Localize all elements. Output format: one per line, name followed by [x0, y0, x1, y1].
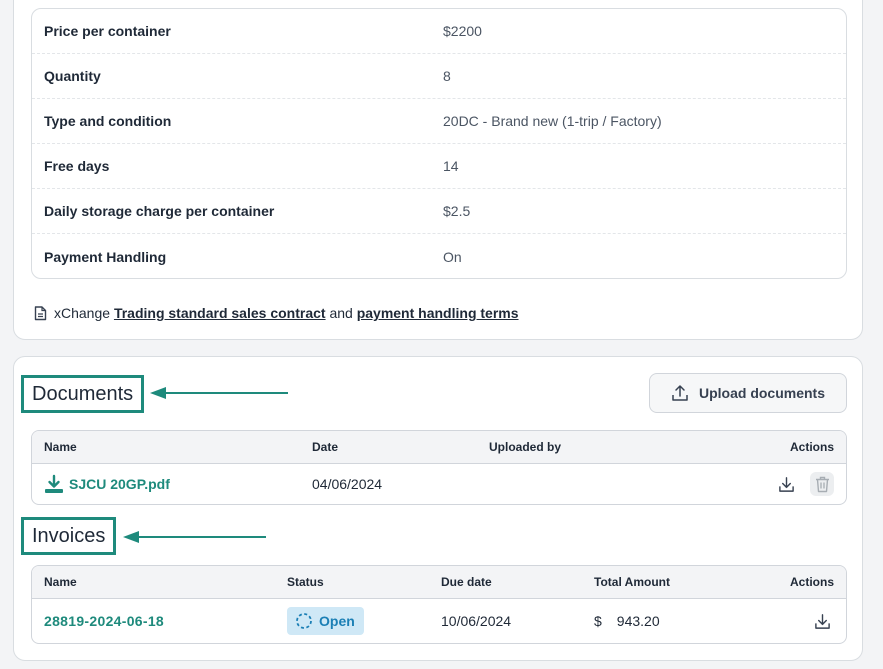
- detail-label: Type and condition: [44, 113, 172, 129]
- invoice-currency: $: [594, 613, 602, 629]
- col-actions: Actions: [789, 575, 834, 589]
- upload-documents-button[interactable]: Upload documents: [649, 373, 847, 413]
- trash-icon: [815, 476, 829, 492]
- invoice-link[interactable]: 28819-2024-06-18: [44, 613, 165, 629]
- detail-value: 8: [443, 68, 451, 84]
- documents-table: Name Date Uploaded by Actions SJCU 20GP.…: [31, 430, 847, 505]
- invoices-table-header: Name Status Due date Total Amount Action…: [32, 566, 846, 599]
- document-file-link[interactable]: SJCU 20GP.pdf: [44, 474, 170, 494]
- col-actions: Actions: [789, 440, 834, 454]
- detail-value: $2200: [443, 23, 482, 39]
- invoice-due-date: 10/06/2024: [441, 613, 512, 629]
- detail-value: 14: [443, 158, 459, 174]
- invoices-table: Name Status Due date Total Amount Action…: [31, 565, 847, 644]
- detail-label: Quantity: [44, 68, 101, 84]
- document-icon: [34, 305, 47, 321]
- detail-row-type: Type and condition 20DC - Brand new (1-t…: [32, 99, 846, 144]
- detail-row-free-days: Free days 14: [32, 144, 846, 189]
- arrow-left-icon: [123, 531, 266, 543]
- table-row: SJCU 20GP.pdf 04/06/2024: [32, 464, 846, 504]
- detail-row-quantity: Quantity 8: [32, 54, 846, 99]
- col-status: Status: [287, 575, 324, 589]
- detail-label: Free days: [44, 158, 110, 174]
- sales-contract-link[interactable]: Trading standard sales contract: [113, 305, 326, 321]
- detail-value: 20DC - Brand new (1-trip / Factory): [443, 113, 662, 129]
- col-total-amount: Total Amount: [594, 575, 670, 589]
- detail-row-storage-charge: Daily storage charge per container $2.5: [32, 189, 846, 234]
- order-details-table: Price per container $2200 Quantity 8 Typ…: [31, 8, 847, 279]
- col-name: Name: [44, 440, 77, 454]
- table-row: 28819-2024-06-18 Open 10/06/2024 $ 943.2…: [32, 599, 846, 643]
- detail-label: Price per container: [44, 23, 171, 39]
- download-invoice-button[interactable]: [810, 609, 834, 633]
- detail-label: Daily storage charge per container: [44, 203, 275, 219]
- document-date: 04/06/2024: [312, 476, 383, 492]
- arrow-left-icon: [150, 387, 288, 399]
- document-file-name: SJCU 20GP.pdf: [69, 476, 170, 492]
- detail-row-payment-handling: Payment Handling On: [32, 234, 846, 278]
- detail-row-price: Price per container $2200: [32, 9, 846, 54]
- download-icon: [814, 613, 830, 629]
- col-date: Date: [312, 440, 339, 454]
- file-download-icon: [45, 474, 63, 493]
- contract-terms: xChange Trading standard sales contract …: [34, 305, 519, 321]
- download-document-button[interactable]: [774, 472, 798, 496]
- detail-value: $2.5: [443, 203, 471, 219]
- documents-table-header: Name Date Uploaded by Actions: [32, 431, 846, 464]
- invoices-heading: Invoices: [21, 517, 117, 555]
- status-open-icon: [296, 613, 312, 629]
- upload-icon: [672, 385, 688, 401]
- status-label: Open: [319, 613, 355, 629]
- delete-document-button[interactable]: [810, 472, 834, 496]
- detail-label: Payment Handling: [44, 248, 167, 265]
- payment-terms-link[interactable]: payment handling terms: [356, 305, 519, 321]
- upload-documents-label: Upload documents: [698, 385, 825, 401]
- col-name: Name: [44, 575, 77, 589]
- contract-joiner: and: [329, 305, 353, 321]
- documents-heading: Documents: [21, 375, 145, 413]
- status-badge: Open: [287, 607, 364, 635]
- col-due-date: Due date: [441, 575, 492, 589]
- detail-value: On: [443, 248, 462, 265]
- order-details-card: Price per container $2200 Quantity 8 Typ…: [13, 0, 863, 340]
- col-uploaded-by: Uploaded by: [489, 440, 562, 454]
- documents-invoices-card: Documents Upload documents Name Date Upl…: [13, 356, 863, 661]
- download-icon: [778, 476, 794, 492]
- invoice-amount: 943.20: [616, 613, 660, 629]
- contract-prefix: xChange: [54, 305, 111, 321]
